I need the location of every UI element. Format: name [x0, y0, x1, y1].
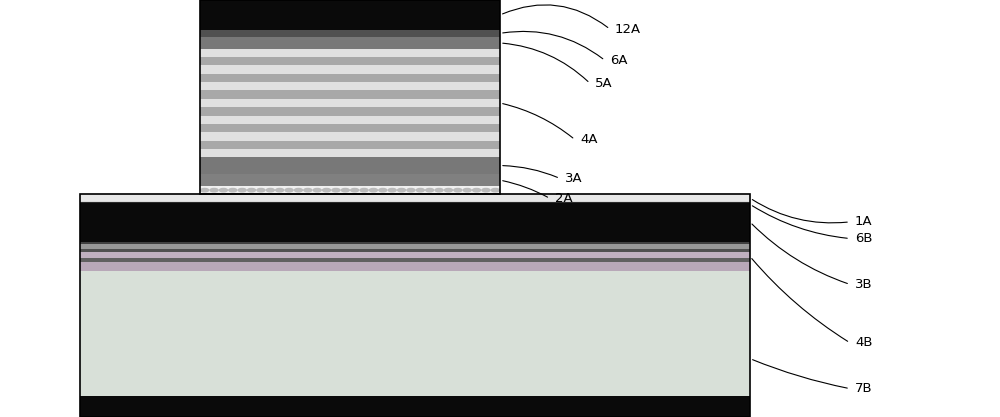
Bar	[80, 244, 750, 249]
Circle shape	[285, 188, 293, 192]
Text: 6B: 6B	[855, 232, 872, 245]
Bar	[200, 157, 500, 174]
Bar	[200, 141, 500, 149]
Bar	[200, 49, 500, 57]
Circle shape	[229, 188, 237, 192]
Text: 3A: 3A	[565, 172, 583, 185]
Bar	[200, 65, 500, 74]
Text: 6A: 6A	[610, 54, 628, 67]
Bar	[80, 262, 750, 271]
Bar	[200, 82, 500, 90]
Circle shape	[351, 188, 359, 192]
Bar	[80, 258, 750, 262]
Circle shape	[210, 188, 218, 192]
Bar	[200, 149, 500, 157]
Circle shape	[323, 188, 331, 192]
Circle shape	[388, 188, 396, 192]
Bar	[200, 74, 500, 82]
Bar	[200, 30, 500, 37]
Bar	[80, 396, 750, 417]
Bar	[200, 174, 500, 186]
Circle shape	[219, 188, 227, 192]
Circle shape	[454, 188, 462, 192]
Text: 7B: 7B	[855, 382, 873, 395]
Bar	[200, 90, 500, 99]
Circle shape	[332, 188, 340, 192]
Circle shape	[257, 188, 265, 192]
Bar	[80, 242, 750, 244]
Bar	[80, 252, 750, 258]
Circle shape	[416, 188, 424, 192]
Bar	[200, 124, 500, 132]
Bar	[200, 57, 500, 65]
Bar	[200, 37, 500, 49]
Circle shape	[482, 188, 490, 192]
Circle shape	[473, 188, 481, 192]
Bar	[200, 116, 500, 124]
Text: 2A: 2A	[555, 192, 573, 205]
Bar	[80, 202, 750, 242]
Text: 4A: 4A	[580, 133, 598, 146]
Circle shape	[379, 188, 387, 192]
Bar	[80, 194, 750, 202]
Bar	[200, 186, 500, 194]
Text: 5A: 5A	[595, 77, 613, 90]
Circle shape	[398, 188, 406, 192]
Circle shape	[238, 188, 246, 192]
Circle shape	[341, 188, 349, 192]
Bar	[80, 271, 750, 396]
Circle shape	[491, 188, 499, 192]
Circle shape	[369, 188, 377, 192]
Text: 12A: 12A	[615, 23, 641, 36]
Bar	[80, 249, 750, 252]
Bar	[200, 132, 500, 141]
Bar	[200, 99, 500, 107]
Circle shape	[463, 188, 471, 192]
Circle shape	[313, 188, 321, 192]
Circle shape	[360, 188, 368, 192]
Text: 1A: 1A	[855, 215, 873, 229]
Circle shape	[294, 188, 302, 192]
Circle shape	[276, 188, 284, 192]
Circle shape	[201, 188, 209, 192]
Bar	[200, 0, 500, 30]
Circle shape	[444, 188, 452, 192]
Circle shape	[304, 188, 312, 192]
Bar	[200, 0, 500, 194]
Circle shape	[407, 188, 415, 192]
Bar	[200, 107, 500, 116]
Circle shape	[266, 188, 274, 192]
Text: 3B: 3B	[855, 278, 873, 291]
Circle shape	[426, 188, 434, 192]
Text: 4B: 4B	[855, 336, 872, 349]
Bar	[80, 194, 750, 417]
Circle shape	[248, 188, 256, 192]
Circle shape	[435, 188, 443, 192]
